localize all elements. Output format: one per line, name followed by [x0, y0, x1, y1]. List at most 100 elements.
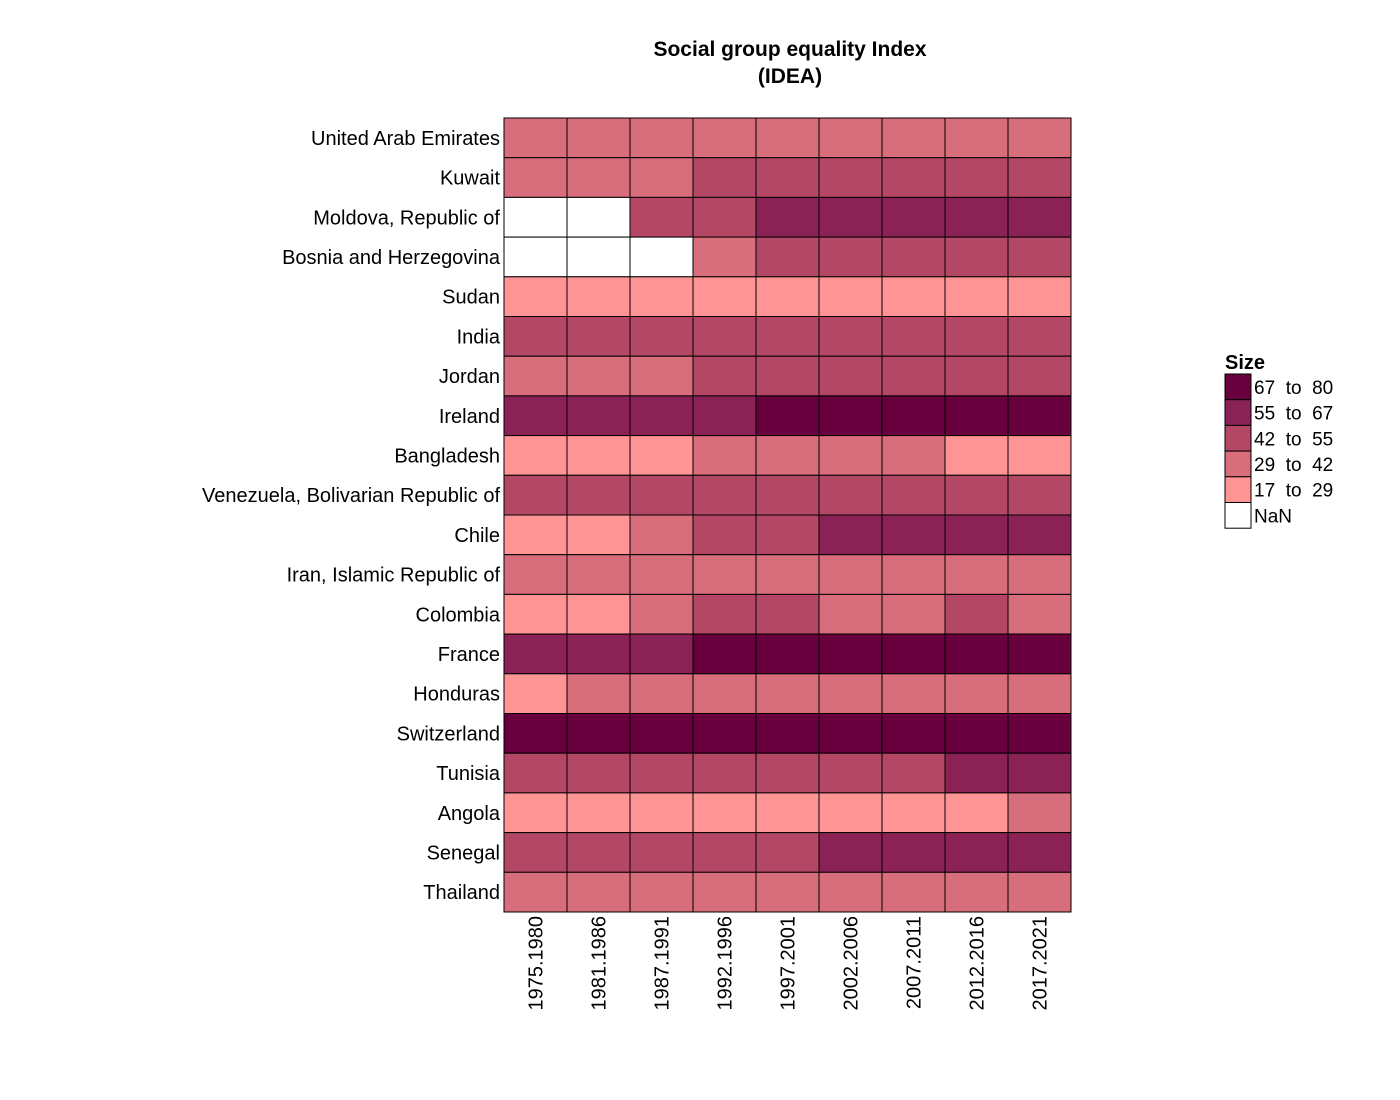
- heatmap-cell: [503, 633, 568, 675]
- heatmap-cell: [503, 355, 568, 397]
- heatmap-cell: [503, 871, 568, 913]
- heatmap-cell: [692, 435, 757, 476]
- heatmap-cell: [566, 236, 631, 278]
- heatmap-cell: [1007, 196, 1072, 238]
- heatmap-cell: [503, 713, 568, 754]
- heatmap-cell: [503, 792, 568, 834]
- heatmap-cell: [755, 633, 820, 675]
- heatmap-cell: [566, 316, 631, 357]
- heatmap-cell: [755, 713, 820, 754]
- heatmap-cell: [629, 196, 694, 238]
- heatmap-cell: [1007, 792, 1072, 834]
- heatmap-cell: [944, 395, 1009, 437]
- heatmap-cell: [818, 713, 883, 754]
- heatmap-cell: [503, 832, 568, 873]
- heatmap-cell: [692, 752, 757, 794]
- heatmap-cell: [818, 316, 883, 357]
- heatmap-cell: [944, 117, 1009, 159]
- heatmap-cell: [692, 633, 757, 675]
- heatmap-cell: [1007, 633, 1072, 675]
- heatmap-cell: [1007, 236, 1072, 278]
- heatmap-cell: [881, 713, 946, 754]
- x-tick-label: 1975.1980: [526, 916, 548, 1011]
- heatmap-cell: [629, 633, 694, 675]
- heatmap-cell: [944, 316, 1009, 357]
- heatmap-cell: [755, 752, 820, 794]
- heatmap-cell: [755, 117, 820, 159]
- heatmap-cell: [944, 752, 1009, 794]
- heatmap-cell: [692, 276, 757, 317]
- heatmap-cell: [881, 117, 946, 159]
- heatmap-cell: [629, 157, 694, 198]
- heatmap-cell: [629, 276, 694, 317]
- legend-label: 17 to 29: [1254, 481, 1333, 502]
- heatmap-cell: [629, 474, 694, 516]
- chart-title-line: (IDEA): [758, 65, 822, 88]
- y-tick-label: Chile: [454, 525, 500, 547]
- y-tick-label: Senegal: [427, 842, 500, 864]
- heatmap-cell: [881, 236, 946, 278]
- y-tick-label: Switzerland: [397, 723, 500, 745]
- y-tick-label: India: [457, 326, 501, 348]
- heatmap-cell: [1007, 673, 1072, 714]
- heatmap-cell: [881, 435, 946, 476]
- heatmap-cell: [755, 236, 820, 278]
- heatmap-cell: [881, 633, 946, 675]
- heatmap-cell: [1007, 435, 1072, 476]
- legend-swatch: [1224, 502, 1252, 529]
- heatmap-cell: [1007, 395, 1072, 437]
- heatmap-cell: [566, 474, 631, 516]
- heatmap-cell: [944, 236, 1009, 278]
- heatmap-cell: [566, 157, 631, 198]
- heatmap-cell: [503, 316, 568, 357]
- heatmap-cell: [944, 435, 1009, 476]
- heatmap-cell: [1007, 157, 1072, 198]
- heatmap-cell: [503, 435, 568, 476]
- heatmap-cell: [818, 157, 883, 198]
- y-tick-label: Bosnia and Herzegovina: [282, 247, 501, 269]
- heatmap-cell: [566, 196, 631, 238]
- legend-title: Size: [1225, 352, 1265, 374]
- heatmap-cell: [818, 752, 883, 794]
- heatmap-cell: [818, 832, 883, 873]
- heatmap-cell: [503, 752, 568, 794]
- heatmap-cell: [629, 117, 694, 159]
- heatmap-cell: [566, 395, 631, 437]
- legend-swatch: [1224, 476, 1252, 503]
- heatmap-cell: [566, 792, 631, 834]
- legend-label: 67 to 80: [1254, 378, 1333, 399]
- heatmap-cell: [1007, 554, 1072, 595]
- heatmap-cell: [503, 593, 568, 635]
- y-tick-label: Tunisia: [436, 763, 501, 785]
- heatmap-cell: [566, 633, 631, 675]
- chart-title: Social group equality Index (IDEA): [653, 38, 926, 88]
- heatmap-cell: [944, 633, 1009, 675]
- heatmap-cell: [692, 117, 757, 159]
- heatmap-cell: [566, 355, 631, 397]
- heatmap-cell: [818, 593, 883, 635]
- legend-label: 29 to 42: [1254, 455, 1333, 476]
- heatmap-cell: [692, 832, 757, 873]
- heatmap-cell: [755, 435, 820, 476]
- y-tick-label: Venezuela, Bolivarian Republic of: [202, 485, 500, 507]
- heatmap-cell: [755, 157, 820, 198]
- heatmap-cell: [881, 157, 946, 198]
- heatmap-cell: [818, 435, 883, 476]
- heatmap-cell: [1007, 514, 1072, 556]
- heatmap-cell: [629, 593, 694, 635]
- heatmap-cell: [692, 236, 757, 278]
- y-tick-label: Angola: [438, 803, 501, 825]
- heatmap-cell: [1007, 117, 1072, 159]
- chart-title-line: Social group equality Index: [653, 38, 926, 61]
- y-tick-label: Colombia: [416, 604, 501, 626]
- x-tick-label: 1997.2001: [778, 916, 800, 1011]
- heatmap-cell: [629, 355, 694, 397]
- heatmap-cell: [566, 117, 631, 159]
- heatmap-cell: [692, 316, 757, 357]
- x-tick-label: 1981.1986: [589, 916, 611, 1011]
- y-tick-label: Moldova, Republic of: [313, 207, 500, 229]
- heatmap-cells: [503, 117, 1072, 913]
- heatmap-cell: [818, 633, 883, 675]
- heatmap-cell: [503, 276, 568, 317]
